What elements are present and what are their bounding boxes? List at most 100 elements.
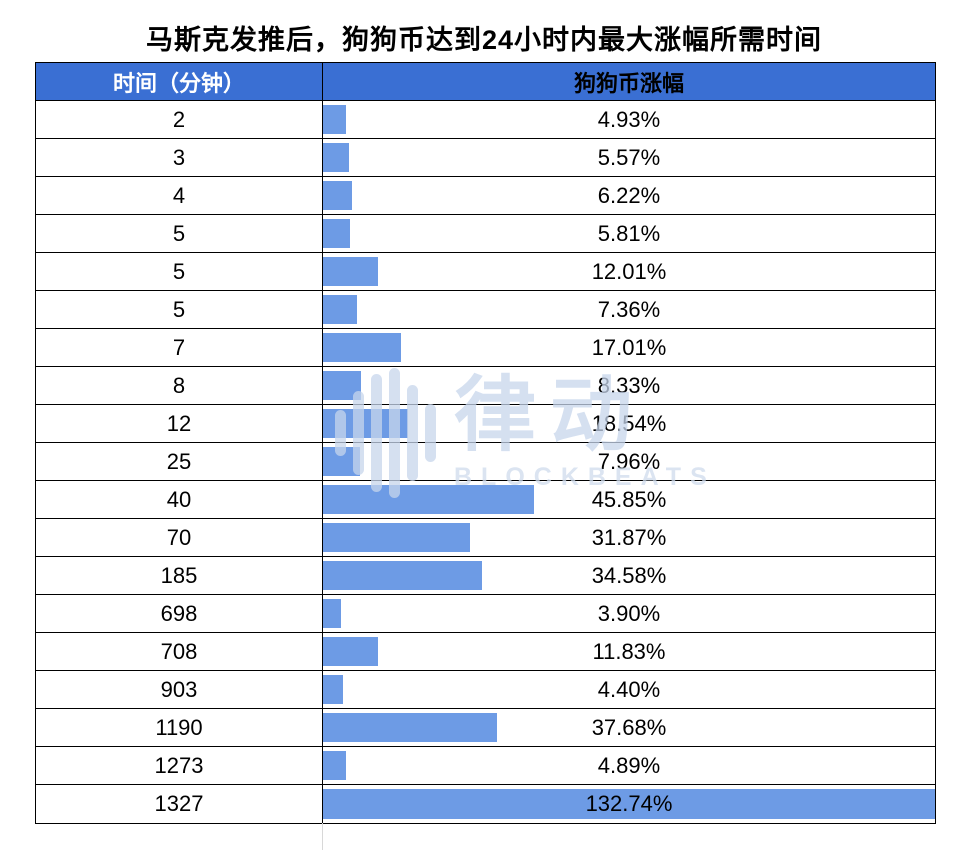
table-row: 7 17.01% [36, 329, 935, 367]
time-cell: 5 [36, 253, 323, 290]
value-label: 6.22% [597, 182, 661, 208]
value-cell: 45.85% [323, 481, 935, 518]
value-label: 34.58% [591, 562, 667, 588]
value-label: 5.81% [597, 220, 661, 246]
value-bar [323, 333, 402, 362]
time-cell: 4 [36, 177, 323, 214]
value-label: 11.83% [592, 638, 666, 664]
table-row: 698 3.90% [36, 595, 935, 633]
value-cell: 7.96% [323, 443, 935, 480]
value-column-header: 狗狗币涨幅 [323, 63, 935, 100]
value-cell: 3.90% [323, 595, 935, 632]
value-cell: 12.01% [323, 253, 935, 290]
value-bar [323, 561, 483, 590]
time-cell: 708 [36, 633, 323, 670]
value-label: 3.90% [597, 600, 661, 626]
value-cell: 17.01% [323, 329, 935, 366]
table-row: 5 12.01% [36, 253, 935, 291]
table-row: 8 8.33% [36, 367, 935, 405]
value-label: 7.96% [597, 448, 661, 474]
value-label: 4.40% [597, 676, 661, 702]
value-label: 4.93% [597, 106, 661, 132]
table-row: 4 6.22% [36, 177, 935, 215]
value-bar [323, 713, 497, 742]
time-cell: 8 [36, 367, 323, 404]
table-row: 1273 4.89% [36, 747, 935, 785]
table-row: 25 7.96% [36, 443, 935, 481]
time-cell: 12 [36, 405, 323, 442]
table-row: 903 4.40% [36, 671, 935, 709]
value-bar [323, 181, 352, 210]
time-cell: 3 [36, 139, 323, 176]
value-cell: 5.81% [323, 215, 935, 252]
time-cell: 1327 [36, 785, 323, 823]
value-cell: 4.40% [323, 671, 935, 708]
value-cell: 132.74% [323, 785, 935, 823]
value-bar [323, 523, 470, 552]
time-cell: 185 [36, 557, 323, 594]
table-row: 5 5.81% [36, 215, 935, 253]
chart-title: 马斯克发推后，狗狗币达到24小时内最大涨幅所需时间 [145, 25, 823, 55]
time-cell: 5 [36, 215, 323, 252]
time-cell: 40 [36, 481, 323, 518]
value-label: 17.01% [591, 334, 667, 360]
value-label: 31.87% [591, 524, 667, 550]
time-cell: 70 [36, 519, 323, 556]
value-cell: 8.33% [323, 367, 935, 404]
value-cell: 4.93% [323, 101, 935, 138]
table-row: 70 31.87% [36, 519, 935, 557]
table-row: 185 34.58% [36, 557, 935, 595]
table-row: 12 18.54% [36, 405, 935, 443]
value-label: 37.68% [591, 714, 667, 740]
value-bar [323, 789, 935, 819]
time-cell: 25 [36, 443, 323, 480]
value-cell: 7.36% [323, 291, 935, 328]
value-cell: 5.57% [323, 139, 935, 176]
time-cell: 2 [36, 101, 323, 138]
value-bar [323, 675, 344, 704]
table-body: 2 4.93% 3 5.57% 4 6.22% 5 5.81% 5 12.01% 5 7.36% 7 17… [36, 101, 935, 823]
value-bar [323, 485, 535, 514]
value-cell: 31.87% [323, 519, 935, 556]
time-cell: 1273 [36, 747, 323, 784]
value-cell: 34.58% [323, 557, 935, 594]
time-cell: 7 [36, 329, 323, 366]
value-label: 45.85% [591, 486, 667, 512]
table-row: 1190 37.68% [36, 709, 935, 747]
value-cell: 6.22% [323, 177, 935, 214]
value-cell: 4.89% [323, 747, 935, 784]
time-cell: 5 [36, 291, 323, 328]
value-cell: 37.68% [323, 709, 935, 746]
value-label: 12.01% [591, 258, 667, 284]
value-bar [323, 637, 378, 666]
data-table: 时间（分钟） 狗狗币涨幅 2 4.93% 3 5.57% 4 6.22% 5 5.81% 5 12… [35, 62, 936, 824]
table-row: 5 7.36% [36, 291, 935, 329]
value-column-header-label: 狗狗币涨幅 [573, 70, 684, 96]
time-cell: 903 [36, 671, 323, 708]
value-bar [323, 219, 350, 248]
value-bar [323, 599, 341, 628]
table-row: 40 45.85% [36, 481, 935, 519]
value-label: 4.89% [597, 752, 661, 778]
value-label: 5.57% [597, 144, 661, 170]
value-bar [323, 751, 346, 780]
value-label: 18.54% [591, 410, 667, 436]
time-cell: 698 [36, 595, 323, 632]
value-cell: 18.54% [323, 405, 935, 442]
column-divider-artifact [322, 823, 323, 850]
table-row: 2 4.93% [36, 101, 935, 139]
value-bar [323, 295, 357, 324]
table-row: 708 11.83% [36, 633, 935, 671]
time-cell: 1190 [36, 709, 323, 746]
value-label: 132.74% [585, 791, 673, 816]
value-label: 7.36% [597, 296, 661, 322]
value-bar [323, 143, 349, 172]
table-header-row: 时间（分钟） 狗狗币涨幅 [36, 63, 935, 101]
value-bar [323, 105, 346, 134]
time-column-header: 时间（分钟） [36, 63, 323, 100]
value-label: 8.33% [597, 372, 661, 398]
table-row: 3 5.57% [36, 139, 935, 177]
table-row: 1327 132.74% [36, 785, 935, 823]
value-cell: 11.83% [323, 633, 935, 670]
